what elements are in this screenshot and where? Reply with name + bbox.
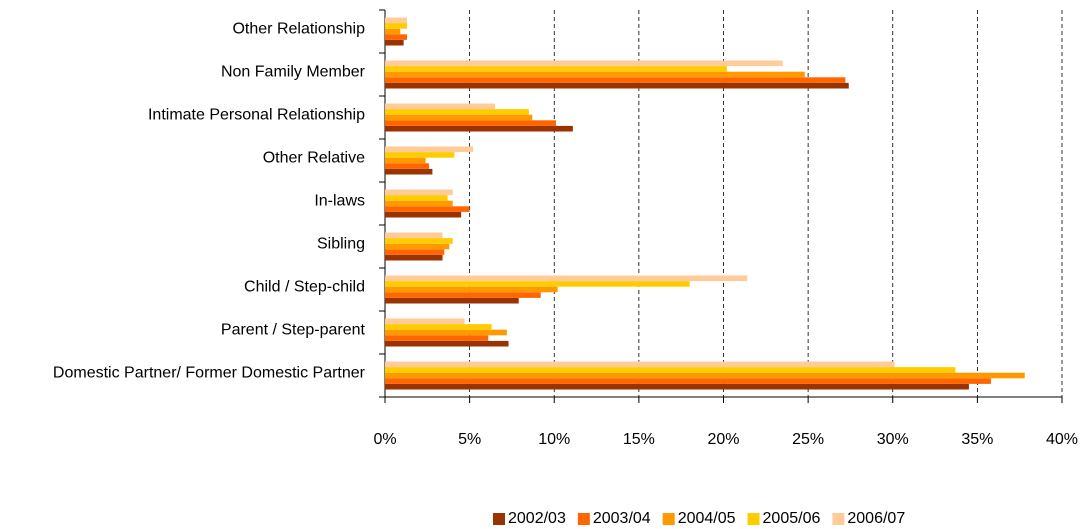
bar <box>385 206 470 212</box>
x-tick-label: 25% <box>792 431 824 448</box>
y-tick-label: Other Relationship <box>232 21 365 38</box>
bar <box>385 39 404 46</box>
bar <box>385 71 805 78</box>
bar <box>385 243 450 250</box>
x-tick-label: 20% <box>707 431 739 448</box>
bar <box>385 378 991 384</box>
legend-swatch <box>832 513 845 525</box>
bar <box>385 60 783 67</box>
x-tick-label: 0% <box>373 431 396 448</box>
bar <box>385 254 443 261</box>
bar <box>385 146 474 153</box>
x-tick-label: 35% <box>961 431 993 448</box>
legend-swatch <box>747 513 760 525</box>
bar <box>385 200 453 207</box>
bar <box>385 120 556 126</box>
bar <box>385 297 519 304</box>
legend-label: 2005/06 <box>763 510 821 527</box>
legend-label: 2002/03 <box>508 510 566 527</box>
x-tick-label: 10% <box>538 431 570 448</box>
bar <box>385 361 895 368</box>
bar <box>385 383 969 390</box>
bar <box>385 275 748 282</box>
y-tick-label: In-laws <box>314 193 365 210</box>
bar <box>385 82 849 89</box>
bar <box>385 324 492 330</box>
bar <box>385 163 430 169</box>
bar <box>385 77 846 83</box>
bar <box>385 125 573 132</box>
y-tick-label: Sibling <box>317 236 365 253</box>
legend-label: 2006/07 <box>847 510 905 527</box>
bar <box>385 157 426 164</box>
bar <box>385 17 408 24</box>
y-tick-label: Non Family Member <box>221 64 366 81</box>
bar <box>385 329 507 336</box>
bar <box>385 168 433 175</box>
bar <box>385 34 408 40</box>
legend-swatch <box>577 513 590 525</box>
bar <box>385 340 509 347</box>
bar <box>385 286 558 293</box>
bar <box>385 103 496 110</box>
y-tick-label: Child / Step-child <box>244 279 365 296</box>
bar <box>385 292 541 298</box>
bar <box>385 109 529 115</box>
bar <box>385 23 408 29</box>
legend-label: 2003/04 <box>593 510 651 527</box>
bar <box>385 28 401 35</box>
bar <box>385 152 455 158</box>
bar <box>385 238 453 244</box>
bar <box>385 195 448 201</box>
y-tick-label: Other Relative <box>263 150 365 167</box>
bar <box>385 318 465 325</box>
bar <box>385 367 956 373</box>
bar <box>385 249 445 255</box>
y-tick-label: Intimate Personal Relationship <box>148 107 365 124</box>
legend-swatch <box>662 513 675 525</box>
bar <box>385 66 727 72</box>
bar <box>385 189 453 196</box>
legend-swatch <box>493 513 505 525</box>
bar <box>385 114 533 121</box>
y-tick-label: Parent / Step-parent <box>221 322 366 339</box>
bar <box>385 335 489 341</box>
y-tick-label: Domestic Partner/ Former Domestic Partne… <box>53 365 366 382</box>
x-tick-label: 15% <box>623 431 655 448</box>
x-tick-label: 30% <box>877 431 909 448</box>
bar <box>385 232 443 239</box>
x-tick-label: 5% <box>458 431 481 448</box>
bar <box>385 372 1025 379</box>
x-tick-label: 40% <box>1046 431 1078 448</box>
bar <box>385 281 690 287</box>
bar <box>385 211 462 218</box>
legend-label: 2004/05 <box>678 510 736 527</box>
